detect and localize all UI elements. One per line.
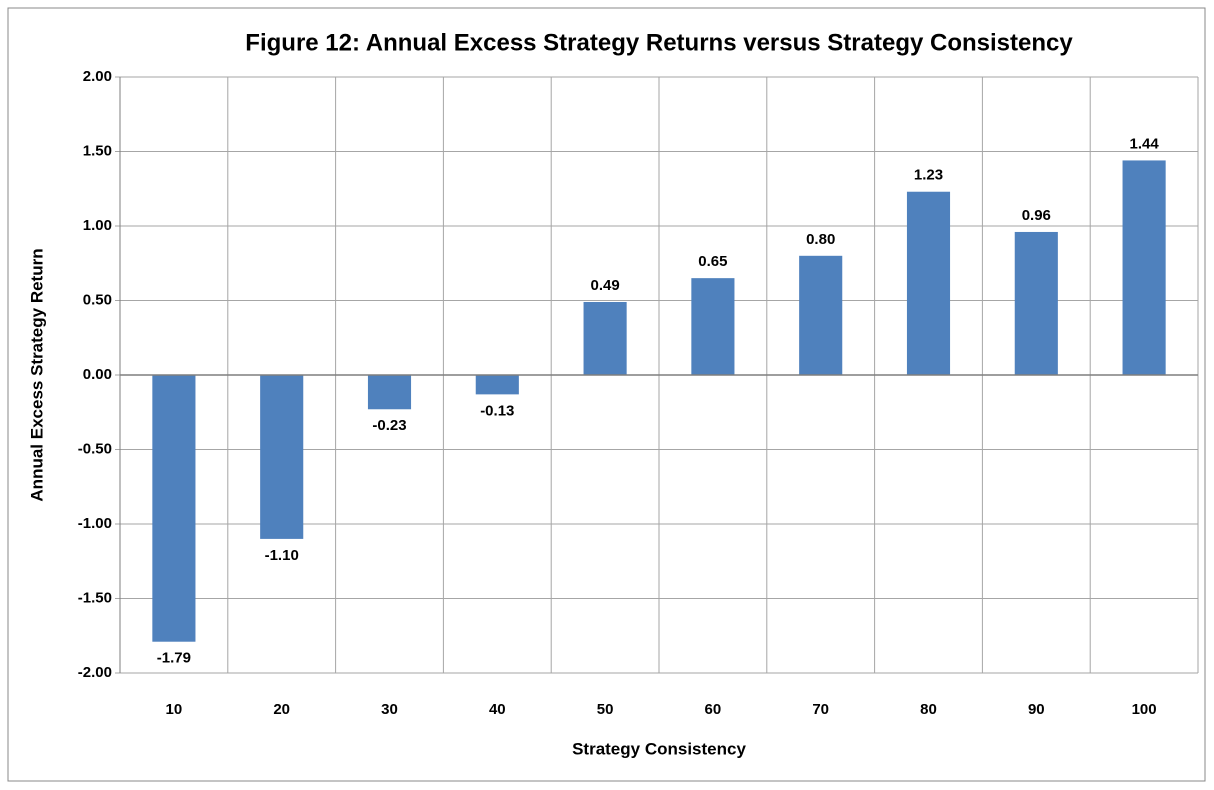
y-tick-label: -0.50 — [78, 440, 112, 457]
bar — [1122, 160, 1166, 375]
y-tick-label: 0.00 — [83, 366, 112, 383]
data-label: -0.23 — [372, 417, 406, 434]
chart-border — [7, 7, 1206, 782]
y-tick-label: -1.00 — [78, 515, 112, 532]
y-tick-label: 1.50 — [83, 142, 112, 159]
x-tick-label: 10 — [166, 701, 183, 718]
y-tick-label: 0.50 — [83, 291, 112, 308]
bar — [583, 301, 627, 375]
x-axis-title: Strategy Consistency — [572, 739, 746, 758]
data-label: 1.23 — [914, 167, 943, 184]
y-tick-label: -2.00 — [78, 664, 112, 681]
x-tick-label: 60 — [705, 701, 722, 718]
bar — [1014, 231, 1058, 375]
y-tick-label: 1.00 — [83, 217, 112, 234]
x-tick-label: 50 — [597, 701, 614, 718]
chart-title: Figure 12: Annual Excess Strategy Return… — [245, 29, 1073, 56]
x-tick-label: 20 — [273, 701, 290, 718]
x-tick-label: 100 — [1132, 701, 1157, 718]
x-tick-label: 40 — [489, 701, 506, 718]
data-label: 0.65 — [698, 253, 727, 270]
bar — [691, 278, 735, 375]
data-label: 0.49 — [590, 277, 619, 294]
y-tick-label: 2.00 — [83, 68, 112, 85]
bar — [260, 375, 304, 539]
data-label: 0.80 — [806, 231, 835, 248]
bar — [799, 255, 843, 375]
y-axis-title: Annual Excess Strategy Return — [27, 248, 46, 501]
data-label: 0.96 — [1022, 207, 1051, 224]
x-tick-label: 30 — [381, 701, 398, 718]
bar — [906, 191, 951, 375]
data-label: -1.79 — [157, 650, 191, 667]
data-label: 1.44 — [1129, 135, 1159, 152]
y-tick-label: -1.50 — [78, 589, 112, 606]
bar — [367, 375, 412, 410]
x-tick-label: 70 — [812, 701, 829, 718]
bar — [152, 375, 196, 642]
bar — [475, 375, 519, 395]
x-tick-label: 80 — [920, 701, 937, 718]
data-label: -1.10 — [265, 547, 299, 564]
x-tick-label: 90 — [1028, 701, 1045, 718]
data-label: -0.13 — [480, 402, 514, 419]
